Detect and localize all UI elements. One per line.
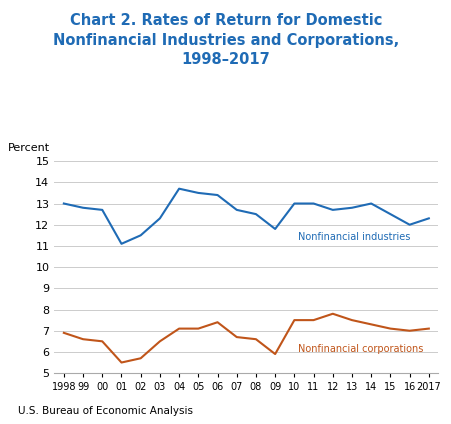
Text: Percent: Percent [8, 142, 50, 153]
Text: Nonfinancial industries: Nonfinancial industries [298, 232, 410, 242]
Text: Nonfinancial corporations: Nonfinancial corporations [298, 344, 423, 354]
Text: Chart 2. Rates of Return for Domestic
Nonfinancial Industries and Corporations,
: Chart 2. Rates of Return for Domestic No… [53, 13, 398, 67]
Text: U.S. Bureau of Economic Analysis: U.S. Bureau of Economic Analysis [18, 405, 193, 416]
